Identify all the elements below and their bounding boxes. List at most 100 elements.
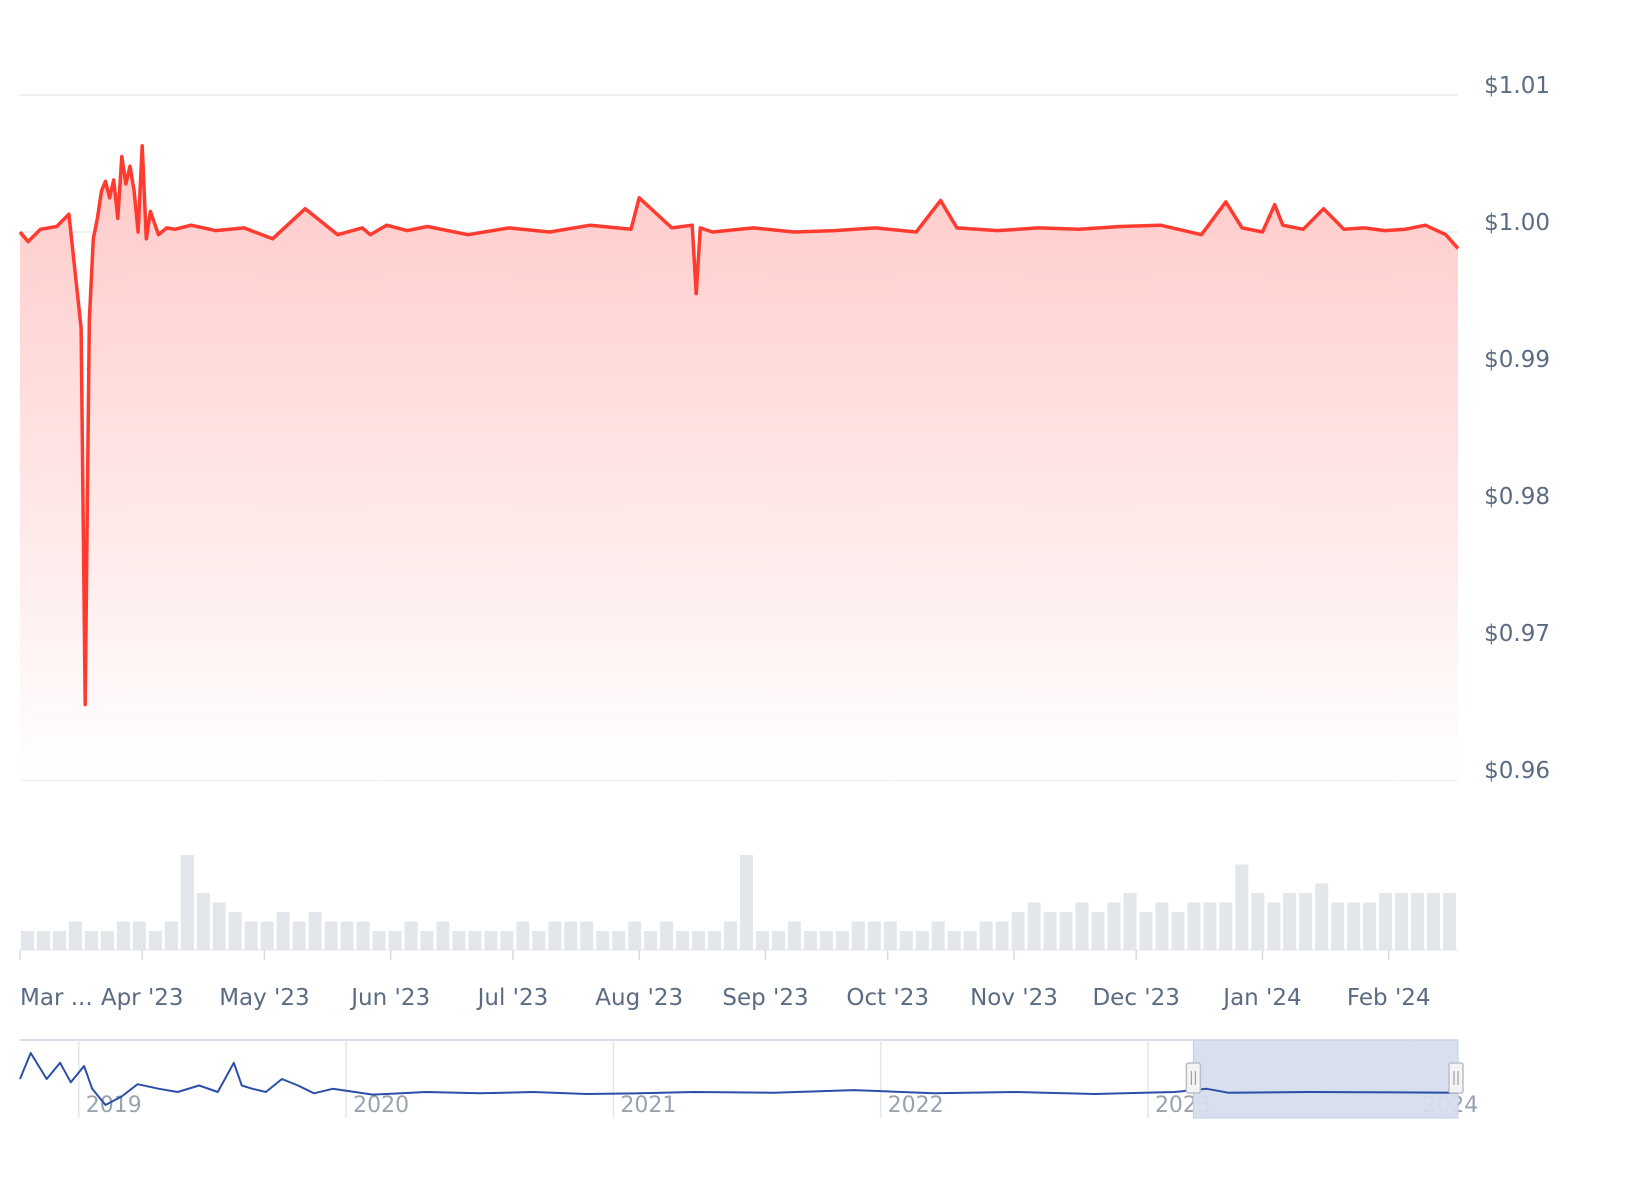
- volume-bar: [372, 931, 386, 950]
- volume-bar: [851, 921, 865, 950]
- volume-bar: [1091, 912, 1105, 950]
- volume-bar: [1219, 902, 1233, 950]
- volume-bar: [116, 921, 130, 950]
- volume-bar: [516, 921, 530, 950]
- volume-bar: [708, 931, 721, 950]
- volume-bar: [931, 921, 945, 950]
- volume-bar: [963, 931, 977, 950]
- x-tick-label: Jul '23: [476, 985, 549, 1011]
- volume-bar: [787, 921, 801, 950]
- volume-bar: [596, 931, 610, 950]
- navigator-tick-label: 2021: [620, 1093, 676, 1118]
- navigator-tick-label: 2019: [86, 1093, 142, 1118]
- x-tick-label: Sep '23: [722, 985, 808, 1011]
- volume-bar: [324, 921, 338, 950]
- volume-bar: [1347, 902, 1361, 950]
- volume-bar: [1379, 893, 1393, 950]
- navigator-tick-label: 2022: [888, 1093, 944, 1118]
- volume-bar: [53, 931, 66, 950]
- navigator-handle-box: [1448, 1062, 1464, 1094]
- volume-bar: [1059, 912, 1073, 950]
- x-tick-label: Apr '23: [101, 985, 184, 1011]
- volume-bar: [740, 855, 753, 950]
- volume-bar: [388, 931, 402, 950]
- volume-bar: [867, 921, 881, 950]
- volume-bar: [452, 931, 466, 950]
- y-tick-label: $0.99: [1484, 347, 1550, 373]
- volume-bar: [580, 921, 594, 950]
- volume-bar: [995, 921, 1009, 950]
- volume-bar: [1043, 912, 1057, 950]
- navigator-handle[interactable]: [1185, 1062, 1202, 1094]
- volume-bar: [676, 931, 690, 950]
- volume-bar: [308, 912, 322, 950]
- volume-bar: [644, 931, 658, 950]
- volume-bar: [883, 921, 897, 950]
- volume-bar: [628, 921, 642, 950]
- navigator-tick-label: 2020: [353, 1093, 409, 1118]
- volume-bar: [276, 912, 290, 950]
- y-tick-label: $0.96: [1484, 758, 1550, 784]
- price-area: [18, 143, 1460, 780]
- volume-bar: [1155, 902, 1169, 950]
- volume-bar: [164, 921, 178, 950]
- x-tick-label: Nov '23: [970, 985, 1058, 1011]
- volume-bar: [21, 931, 34, 950]
- volume-bar: [196, 893, 210, 950]
- volume-bar: [1011, 912, 1025, 950]
- volume-bar: [564, 921, 578, 950]
- volume-bar: [84, 931, 98, 950]
- navigator-line: [19, 1052, 1459, 1106]
- volume-bar: [260, 921, 274, 950]
- volume-bar: [244, 921, 258, 950]
- volume-bars: [20, 855, 1458, 951]
- volume-bar: [1363, 902, 1377, 950]
- volume-bar: [1283, 893, 1297, 950]
- volume-bar: [1395, 893, 1409, 950]
- volume-bar: [1427, 893, 1440, 950]
- volume-bar: [1235, 864, 1249, 950]
- price-line: [18, 143, 1460, 707]
- navigator-handle[interactable]: [1448, 1062, 1464, 1094]
- volume-bar: [404, 921, 418, 950]
- volume-bar: [1411, 893, 1425, 950]
- volume-bar: [835, 931, 849, 950]
- volume-bar: [1187, 902, 1201, 950]
- volume-bar: [500, 931, 514, 950]
- volume-bar: [612, 931, 626, 950]
- volume-bar: [420, 931, 434, 950]
- volume-bar: [100, 931, 114, 950]
- volume-bar: [212, 902, 226, 950]
- x-tick-label: Jan '24: [1221, 985, 1301, 1011]
- volume-bar: [132, 921, 146, 950]
- x-tick-label: May '23: [219, 985, 309, 1011]
- volume-bar: [660, 921, 674, 950]
- volume-bar: [468, 931, 482, 950]
- volume-bar: [979, 921, 993, 950]
- volume-bar: [724, 921, 737, 950]
- x-tick-label: Oct '23: [846, 985, 929, 1011]
- y-tick-label: $0.98: [1484, 484, 1550, 510]
- volume-bar: [484, 931, 498, 950]
- volume-bar: [180, 855, 194, 950]
- volume-bar: [803, 931, 817, 950]
- volume-bar: [1075, 902, 1089, 950]
- volume-bar: [692, 931, 706, 950]
- volume-bar: [37, 931, 50, 950]
- volume-bar: [1123, 893, 1137, 950]
- volume-bar: [532, 931, 546, 950]
- navigator[interactable]: 201920202021202220232024: [19, 1039, 1478, 1119]
- volume-bar: [1107, 902, 1121, 950]
- y-tick-label: $1.01: [1484, 73, 1550, 99]
- x-tick-label: Jun '23: [349, 985, 430, 1011]
- x-tick-label: Dec '23: [1092, 985, 1179, 1011]
- y-axis-ticks: $1.01 $1.00 $0.99 $0.98 $0.97 $0.96: [1484, 73, 1550, 784]
- volume-bar: [915, 931, 929, 950]
- x-axis-ticks: Mar ... Apr '23 May '23 Jun '23 Jul '23 Aug '…: [19, 950, 1431, 1011]
- y-tick-label: $1.00: [1484, 210, 1550, 236]
- volume-bar: [228, 912, 242, 950]
- volume-bar: [1203, 902, 1217, 950]
- volume-bar: [1299, 893, 1313, 950]
- volume-bar: [1027, 902, 1041, 950]
